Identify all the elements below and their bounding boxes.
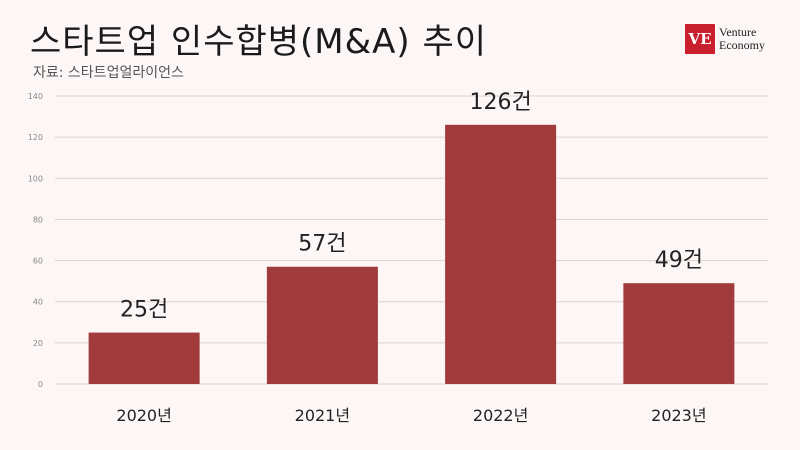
chart-title: 스타트업 인수합병(M&A) 추이 xyxy=(30,22,488,62)
logo-wordmark: Venture Economy xyxy=(719,26,765,52)
bar xyxy=(266,266,378,384)
x-tick-label: 2021년 xyxy=(295,406,350,425)
y-tick-label: 120 xyxy=(28,133,43,142)
x-tick-label: 2023년 xyxy=(651,406,706,425)
y-tick-label: 100 xyxy=(28,174,43,183)
data-label: 25건 xyxy=(120,298,168,323)
y-tick-label: 140 xyxy=(28,92,43,101)
logo-line-1: Venture xyxy=(719,25,757,39)
y-tick-label: 20 xyxy=(33,339,43,348)
source-note: 자료: 스타트업얼라이언스 xyxy=(33,65,184,81)
data-label: 126건 xyxy=(470,90,532,115)
data-label: 57건 xyxy=(298,232,346,257)
y-tick-label: 60 xyxy=(33,257,43,266)
bar xyxy=(623,283,735,384)
y-tick-label: 40 xyxy=(33,298,43,307)
bar xyxy=(88,332,200,384)
x-tick-label: 2020년 xyxy=(116,406,171,425)
y-tick-label: 0 xyxy=(38,380,43,389)
logo-badge: VE xyxy=(685,24,715,54)
x-tick-label: 2022년 xyxy=(473,406,528,425)
bar xyxy=(445,124,557,385)
logo-line-2: Economy xyxy=(719,38,765,52)
venture-economy-logo: VE Venture Economy xyxy=(685,24,765,54)
y-tick-label: 80 xyxy=(33,215,43,224)
data-label: 49건 xyxy=(655,248,703,273)
